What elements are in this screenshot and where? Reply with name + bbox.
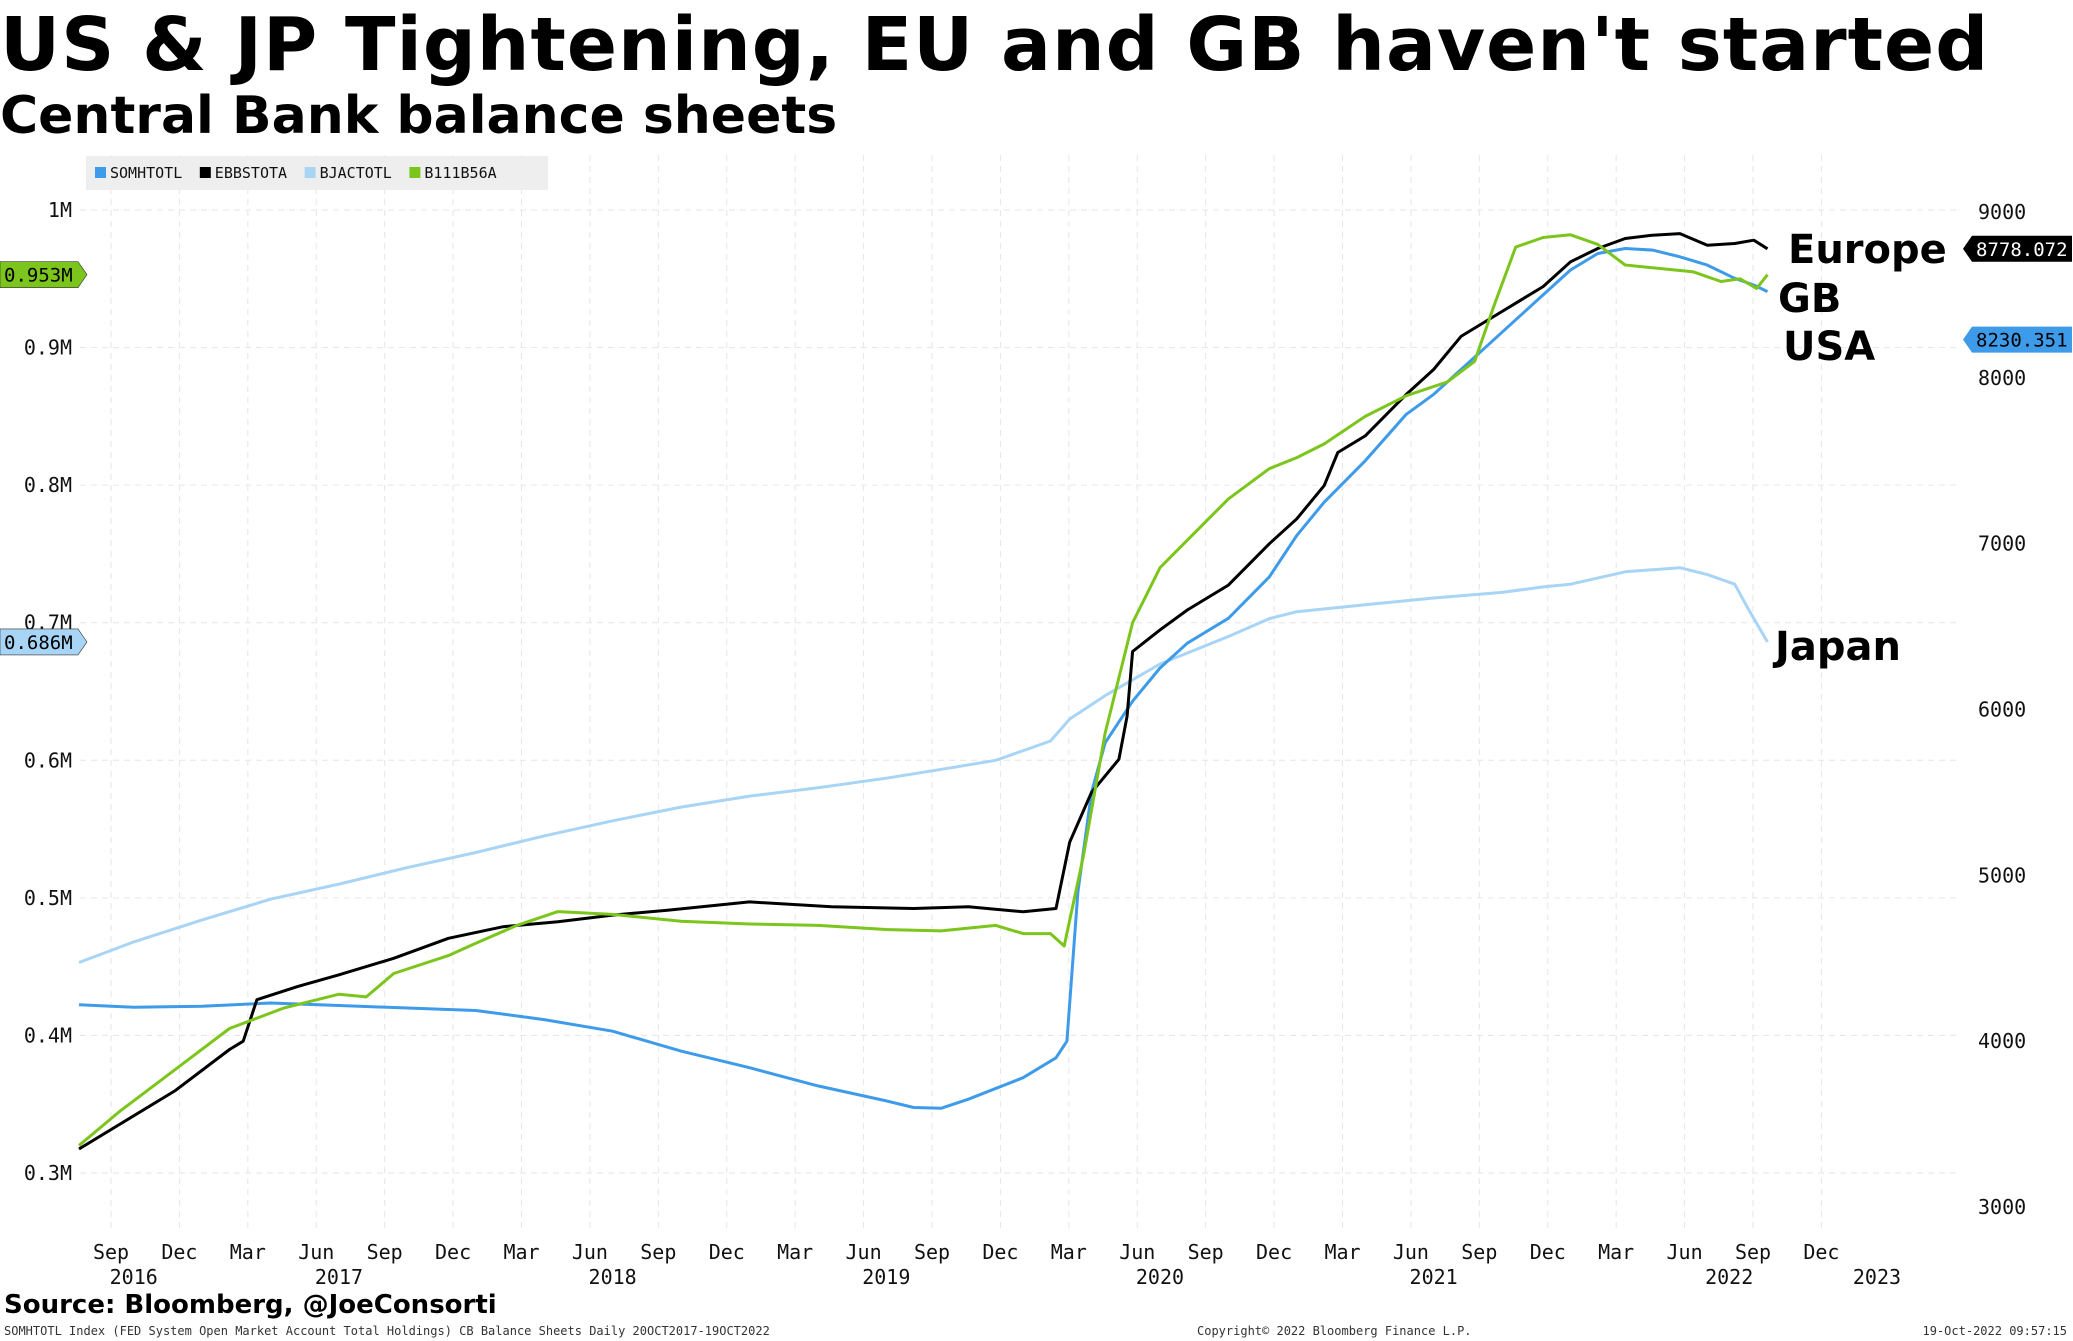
footer-left: SOMHTOTL Index (FED System Open Market A… [4, 1324, 770, 1338]
x-year-label: 2020 [1136, 1265, 1184, 1289]
y-left-tick-label: 0.9M [24, 336, 72, 360]
badge-value-left: 0.686M [4, 632, 73, 654]
x-year-label: 2016 [110, 1265, 158, 1289]
y-left-tick-label: 0.6M [24, 748, 72, 772]
x-tick-label: Jun [1393, 1240, 1429, 1264]
y-right-tick-label: 9000 [1978, 200, 2026, 224]
legend-swatch-bjactotl [305, 167, 316, 178]
series-label-europe: Europe [1788, 227, 1947, 273]
x-tick-label: Dec [709, 1240, 745, 1264]
x-tick-label: Mar [1324, 1240, 1360, 1264]
y-right-tick-label: 3000 [1978, 1195, 2026, 1219]
x-tick-label: Sep [1188, 1240, 1224, 1264]
legend-entry-b111b56a: B111B56A [424, 164, 496, 182]
source-note: Source: Bloomberg, @JoeConsorti [4, 1290, 497, 1320]
series-lines [79, 234, 1768, 1149]
series-line-ebbstota [79, 234, 1768, 1149]
x-tick-label: Mar [230, 1240, 266, 1264]
x-tick-label: Dec [161, 1240, 197, 1264]
legend-entry-ebbstota: EBBSTOTA [215, 164, 287, 182]
footer-center: Copyright© 2022 Bloomberg Finance L.P. [1197, 1324, 1472, 1338]
series-line-b111b56a [79, 235, 1768, 1146]
value-badges: 0.953M 0.686M 8778.072 8230.351 [0, 236, 2072, 655]
legend: SOMHTOTL EBBSTOTA BJACTOTL B111B56A [86, 156, 548, 190]
x-tick-label: Jun [298, 1240, 334, 1264]
x-axis: Sep Dec Mar Jun Sep Dec Mar Jun Sep Dec Mar Jun Sep D… [93, 1240, 1901, 1289]
y-left-tick-label: 0.5M [24, 886, 72, 910]
x-year-label: 2018 [589, 1265, 637, 1289]
x-year-label: 2019 [862, 1265, 910, 1289]
x-tick-label: Jun [1667, 1240, 1703, 1264]
x-tick-label: Dec [1256, 1240, 1292, 1264]
legend-swatch-b111b56a [409, 167, 420, 178]
x-year-label: 2021 [1410, 1265, 1458, 1289]
x-tick-label: Jun [1119, 1240, 1155, 1264]
y-right-tick-label: 7000 [1978, 532, 2026, 556]
series-label-usa: USA [1783, 324, 1875, 370]
badge-value-left: 0.953M [4, 265, 73, 287]
x-year-label: 2023 [1853, 1265, 1901, 1289]
x-tick-label: Dec [435, 1240, 471, 1264]
x-tick-label: Mar [1598, 1240, 1634, 1264]
badge-value-right: 8778.072 [1976, 239, 2068, 261]
x-year-label: 2017 [315, 1265, 363, 1289]
y-right-tick-label: 4000 [1978, 1029, 2026, 1053]
y-axis-right: 3000 4000 5000 6000 7000 8000 9000 [1978, 200, 2026, 1219]
y-left-tick-label: 0.3M [24, 1161, 72, 1185]
x-tick-label: Dec [1803, 1240, 1839, 1264]
x-tick-label: Jun [572, 1240, 608, 1264]
footer-right: 19-Oct-2022 09:57:15 [1923, 1324, 2068, 1338]
series-label-japan: Japan [1772, 624, 1901, 670]
x-tick-label: Dec [982, 1240, 1018, 1264]
x-tick-label: Sep [93, 1240, 129, 1264]
legend-swatch-ebbstota [200, 167, 211, 178]
line-chart: SOMHTOTL EBBSTOTA BJACTOTL B111B56A 0.3M 0.4… [0, 0, 2073, 1341]
y-right-tick-label: 8000 [1978, 366, 2026, 390]
y-left-tick-label: 0.8M [24, 473, 72, 497]
y-right-tick-label: 5000 [1978, 863, 2026, 887]
series-line-somhtotl [79, 249, 1768, 1109]
x-tick-label: Jun [846, 1240, 882, 1264]
series-label-gb: GB [1778, 276, 1841, 322]
badge-value-right: 8230.351 [1976, 330, 2068, 352]
series-line-bjactotl [79, 568, 1768, 963]
x-tick-label: Sep [914, 1240, 950, 1264]
series-labels: USA Europe Japan GB [1772, 227, 1947, 670]
x-year-label: 2022 [1705, 1265, 1753, 1289]
legend-entry-bjactotl: BJACTOTL [320, 164, 392, 182]
x-tick-label: Mar [777, 1240, 813, 1264]
x-tick-label: Mar [503, 1240, 539, 1264]
x-tick-label: Sep [1735, 1240, 1771, 1264]
x-tick-label: Sep [367, 1240, 403, 1264]
x-tick-label: Dec [1530, 1240, 1566, 1264]
x-tick-label: Sep [1461, 1240, 1497, 1264]
grid-lines [80, 155, 1960, 1228]
x-tick-label: Mar [1051, 1240, 1087, 1264]
y-left-tick-label: 0.4M [24, 1023, 72, 1047]
y-right-tick-label: 6000 [1978, 698, 2026, 722]
x-tick-label: Sep [640, 1240, 676, 1264]
legend-swatch-somhtotl [95, 167, 106, 178]
y-left-tick-label: 1M [48, 198, 72, 222]
legend-entry-somhtotl: SOMHTOTL [110, 164, 182, 182]
